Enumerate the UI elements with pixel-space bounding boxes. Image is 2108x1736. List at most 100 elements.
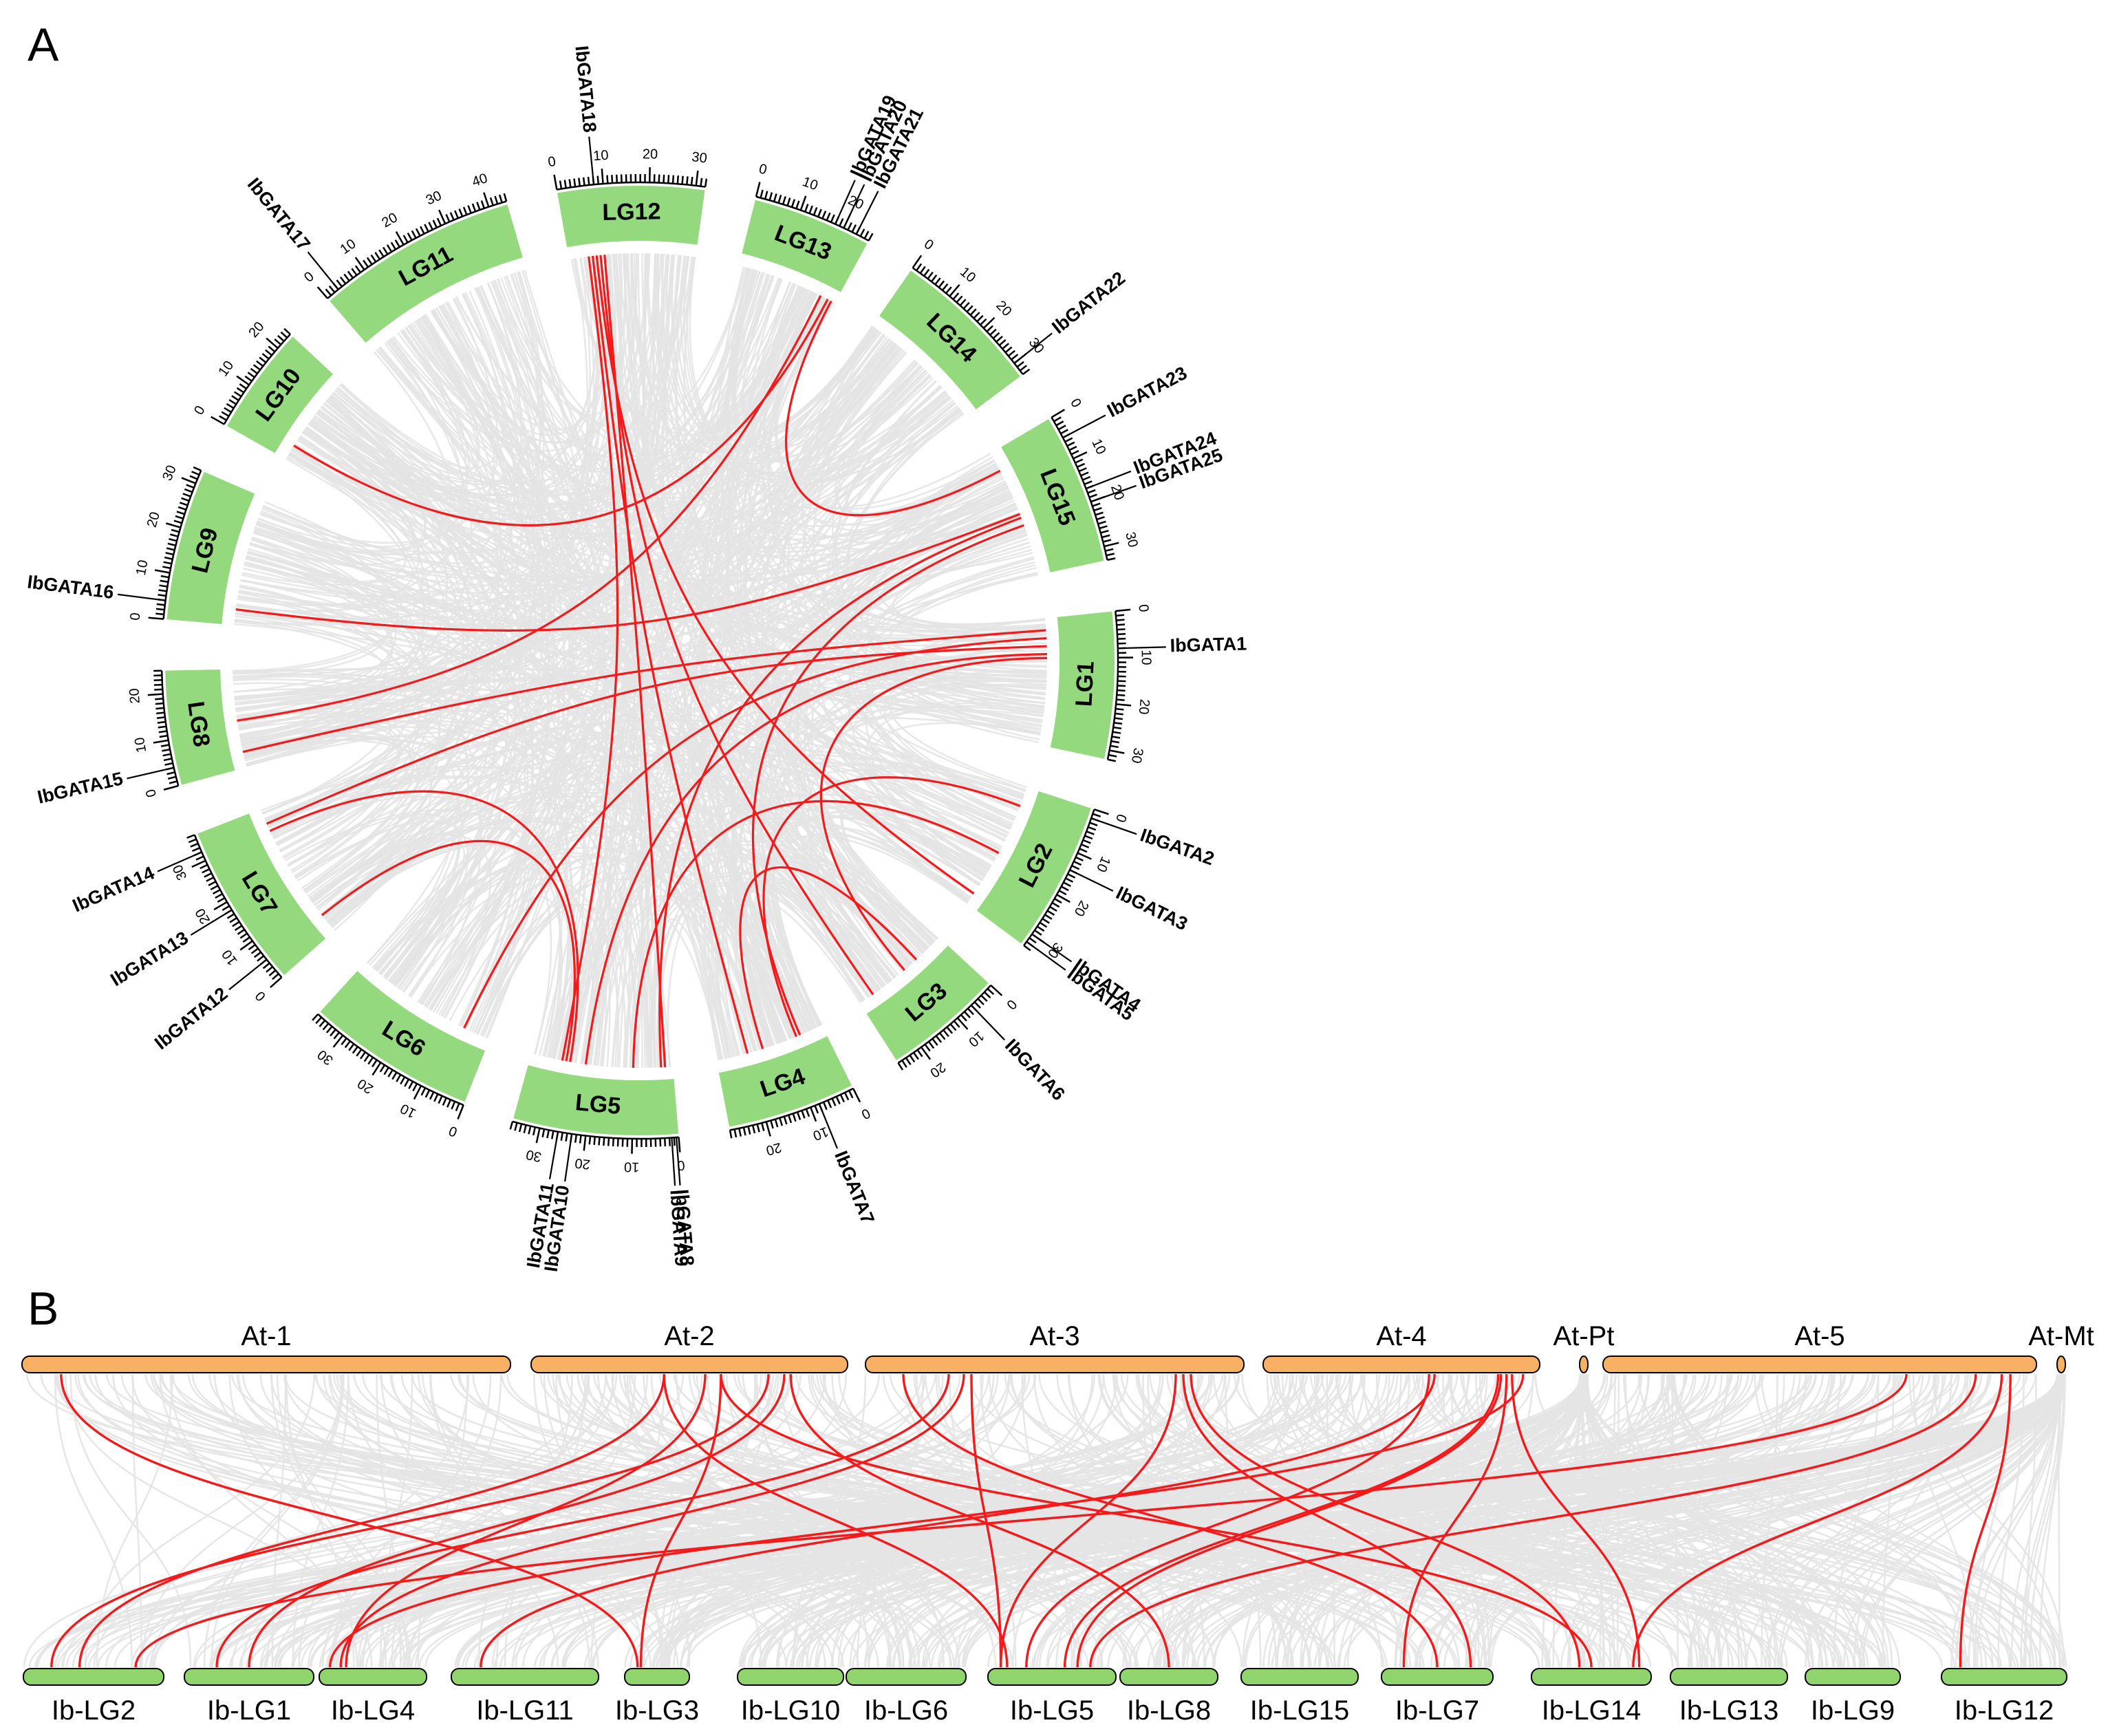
axis-tick — [563, 180, 567, 189]
axis-tick — [217, 897, 226, 903]
axis-tick — [169, 538, 178, 542]
axis-tick — [325, 1026, 333, 1033]
axis-tick — [253, 951, 261, 958]
axis-tick — [1115, 614, 1125, 617]
axis-tick — [191, 847, 201, 853]
gene-label: IbGATA3 — [1112, 882, 1190, 934]
chromosome-label: Ib-LG15 — [1250, 1695, 1350, 1726]
axis-tick — [1057, 425, 1066, 431]
axis-tick — [1049, 905, 1057, 912]
chromosome-bar — [737, 1668, 844, 1686]
background-link — [1579, 1373, 1814, 1668]
axis-tick — [252, 364, 261, 371]
background-link — [563, 1373, 1320, 1668]
bottom-chromosome-ib-lg1: Ib-LG1 — [184, 1668, 314, 1726]
gene-pointer — [1026, 941, 1066, 971]
background-link — [308, 422, 1011, 831]
axis-tick — [773, 193, 777, 202]
gene-label: IbGATA14 — [69, 862, 158, 916]
gene-pointer — [1062, 414, 1106, 439]
axis-tick — [202, 868, 211, 874]
top-chromosome-at-2: At-2 — [530, 1321, 848, 1373]
background-link — [332, 256, 694, 484]
chromosome-bar — [1941, 1668, 2067, 1686]
background-link — [1582, 1373, 1828, 1668]
highlight-link — [339, 1373, 965, 1668]
axis-tick — [962, 301, 970, 310]
chromosome-label: Ib-LG5 — [1010, 1695, 1094, 1726]
axis-tick — [186, 834, 195, 839]
axis-tick — [777, 195, 782, 204]
axis-tick — [1019, 365, 1027, 372]
axis-tick — [583, 1135, 587, 1151]
axis-tick — [471, 203, 477, 212]
circos-plot: 0102030LG1201020LG130102030LG140102030LG… — [26, 45, 1247, 1273]
axis-tick — [250, 367, 258, 374]
axis-tick — [458, 208, 464, 217]
highlight-link — [739, 866, 918, 1049]
background-link — [23, 1373, 936, 1668]
axis-tick — [913, 1052, 919, 1060]
axis-tick — [387, 1069, 394, 1078]
background-link — [257, 520, 1047, 674]
axis-tick — [553, 174, 558, 190]
axis-tick — [963, 1011, 971, 1018]
background-link — [450, 1373, 1944, 1668]
gene-pointer — [818, 1103, 839, 1149]
background-link — [1113, 1373, 1855, 1668]
gene-ibgata13: IbGATA13 — [107, 909, 233, 990]
highlight-link — [1089, 1373, 1977, 1668]
axis-tick — [996, 335, 1003, 343]
axis-tick — [332, 1034, 344, 1048]
background-link — [2057, 1373, 2061, 1668]
background-link — [326, 254, 668, 922]
axis-tick — [169, 780, 178, 784]
background-link — [241, 734, 414, 889]
axis-tick — [154, 688, 163, 691]
axis-tick — [232, 921, 240, 928]
highlight-link — [603, 255, 667, 1067]
axis-tick — [396, 1074, 402, 1082]
axis-tick — [673, 1137, 676, 1146]
axis-tick — [272, 973, 279, 980]
axis-tick — [923, 268, 930, 277]
axis-tick — [280, 331, 288, 339]
background-link — [235, 698, 907, 970]
highlight-link — [215, 1373, 950, 1668]
background-link — [568, 273, 770, 1062]
axis-tick — [455, 1103, 460, 1112]
background-link — [761, 325, 929, 950]
background-link — [276, 1373, 409, 1668]
chromosome-band — [879, 270, 1020, 409]
axis-tick — [568, 179, 572, 188]
axis-tick — [402, 235, 409, 244]
chromosome-label: At-Mt — [2028, 1321, 2094, 1351]
axis-tick — [1100, 530, 1109, 534]
axis-tick — [206, 877, 215, 882]
axis-tick — [821, 211, 827, 219]
axis-tick — [668, 1137, 671, 1146]
axis-tick — [982, 317, 996, 329]
axis-tick — [998, 339, 1007, 346]
background-link — [250, 390, 946, 588]
background-link — [439, 305, 761, 1051]
axis-tick — [224, 407, 232, 414]
chromosome-label: Ib-LG2 — [52, 1695, 136, 1726]
axis-tick — [462, 206, 468, 215]
axis-tick — [147, 693, 163, 696]
background-link — [160, 1373, 1784, 1668]
highlight-link — [970, 1373, 1002, 1668]
axis-tick — [1077, 852, 1092, 860]
axis-tick — [952, 292, 960, 300]
axis-line — [729, 1087, 854, 1131]
highlight-link — [345, 1373, 707, 1668]
background-link — [417, 1373, 469, 1668]
axis-tick — [188, 838, 197, 844]
axis-tick — [956, 295, 963, 303]
axis-tick — [1068, 445, 1077, 451]
background-link — [2029, 1373, 2066, 1668]
background-link — [654, 253, 1046, 637]
axis-tick — [1088, 493, 1097, 498]
background-link — [321, 405, 568, 1055]
axis-tick — [237, 928, 246, 935]
